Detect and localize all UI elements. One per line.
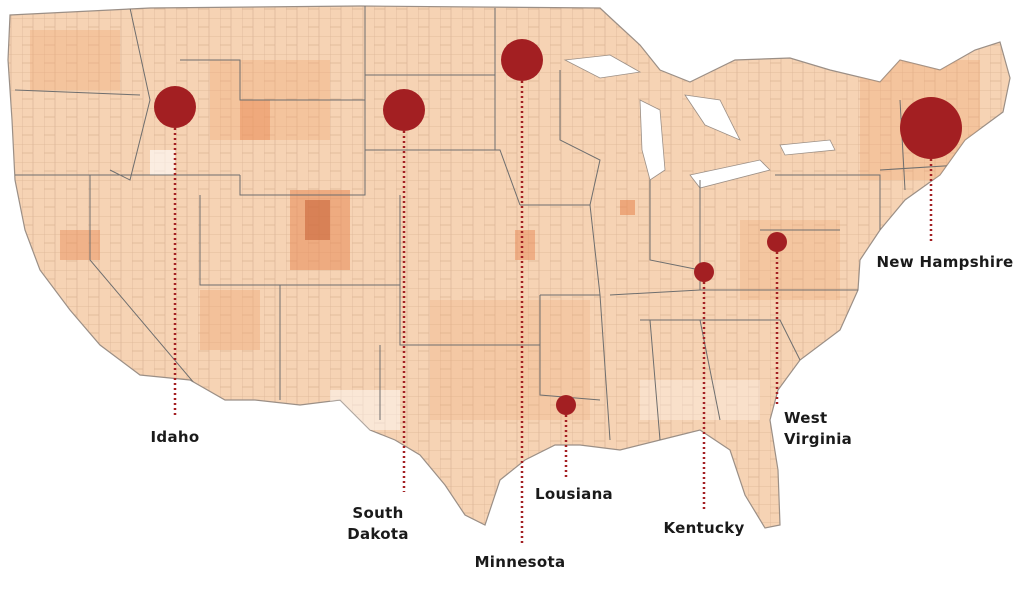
lousiana-label: Lousiana <box>535 485 613 503</box>
lousiana-label-line: Lousiana <box>535 485 613 503</box>
land-layer <box>7 5 1011 529</box>
idaho-marker <box>154 86 196 128</box>
minnesota-marker <box>501 39 543 81</box>
idaho-label: Idaho <box>151 428 200 446</box>
new-hampshire-marker <box>900 97 962 159</box>
great-lakes <box>563 54 836 189</box>
kentucky-marker <box>694 262 714 282</box>
south-dakota-label: South Dakota <box>347 504 409 543</box>
west-virginia-label-line: West <box>784 409 827 427</box>
minnesota-label: Minnesota <box>475 553 566 571</box>
south-dakota-label-line: Dakota <box>347 525 409 543</box>
kentucky-label: Kentucky <box>663 519 744 537</box>
idaho-label-line: Idaho <box>151 428 200 446</box>
marker-layer: Idaho South Dakota Minnesota Lousiana Kentuck… <box>151 39 1013 571</box>
west-virginia-label-line: Virginia <box>784 430 852 448</box>
south-dakota-label-line: South <box>352 504 403 522</box>
county-shading <box>30 30 980 430</box>
minnesota-label-line: Minnesota <box>475 553 566 571</box>
south-dakota-marker <box>383 89 425 131</box>
new-hampshire-label-line: New Hampshire <box>876 253 1013 271</box>
kentucky-label-line: Kentucky <box>663 519 744 537</box>
state-borders <box>14 6 961 441</box>
new-hampshire-label: New Hampshire <box>876 253 1013 271</box>
west-virginia-marker <box>767 232 787 252</box>
west-virginia-label: West Virginia <box>784 409 852 448</box>
lousiana-marker <box>556 395 576 415</box>
